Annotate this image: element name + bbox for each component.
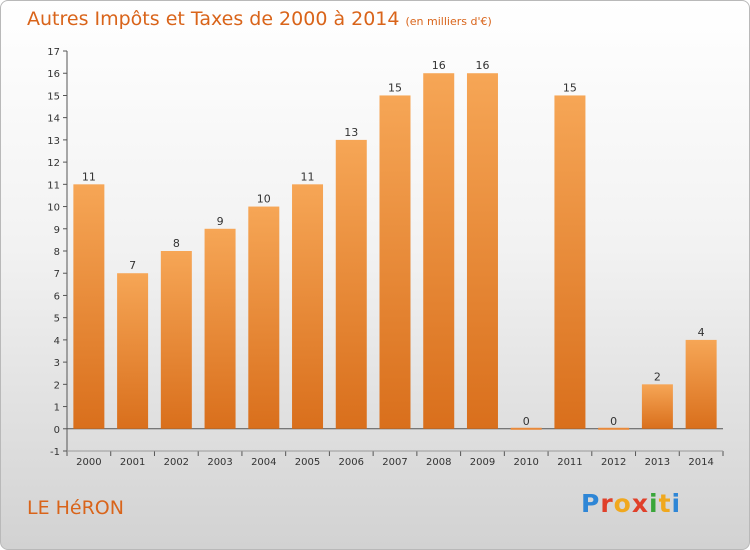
bar-value-label: 13 xyxy=(344,126,358,139)
bar-value-label: 9 xyxy=(217,215,224,228)
y-tick-label: 8 xyxy=(54,247,60,258)
y-tick-label: 11 xyxy=(47,180,60,191)
x-tick-label: 2011 xyxy=(557,457,582,468)
x-tick-label: 2001 xyxy=(120,457,145,468)
x-tick-label: 2010 xyxy=(513,457,538,468)
logo-letter: i xyxy=(671,489,682,518)
bars xyxy=(73,73,717,430)
x-tick-label: 2006 xyxy=(339,457,364,468)
bar-value-label: 8 xyxy=(173,237,180,250)
bar-2011 xyxy=(554,95,586,429)
proxiti-logo[interactable]: Proxiti xyxy=(581,489,681,518)
chart-title-row: Autres Impôts et Taxes de 2000 à 2014 (en… xyxy=(27,8,492,30)
y-tick-label: 9 xyxy=(54,225,60,236)
logo-letter: t xyxy=(658,489,672,518)
bar-value-label: 15 xyxy=(563,81,577,94)
bar-2003 xyxy=(204,228,236,429)
x-tick-label: 2014 xyxy=(688,457,713,468)
x-tick-label: 2004 xyxy=(251,457,276,468)
y-tick-label: 4 xyxy=(54,336,60,347)
y-tick-label: 12 xyxy=(47,158,60,169)
y-tick-label: 1 xyxy=(54,403,60,414)
y-tick-label: 2 xyxy=(54,380,60,391)
bar-value-label: 10 xyxy=(257,193,271,206)
logo-letter: o xyxy=(613,489,632,518)
bar-value-label: 11 xyxy=(82,170,96,183)
bar-2000 xyxy=(73,184,105,429)
x-tick-label: 2012 xyxy=(601,457,626,468)
bar-2012 xyxy=(598,427,630,430)
y-tick-label: 6 xyxy=(54,291,60,302)
logo-letter: P xyxy=(581,489,601,518)
bar-2005 xyxy=(292,184,324,429)
x-tick-label: 2000 xyxy=(76,457,101,468)
x-tick-label: 2003 xyxy=(207,457,232,468)
bar-2009 xyxy=(466,73,498,429)
x-tick-label: 2013 xyxy=(645,457,670,468)
logo-letter: x xyxy=(631,489,649,518)
chart-subtitle: (en milliers d'€) xyxy=(405,15,492,28)
y-tick-label: 7 xyxy=(54,269,60,280)
y-tick-label: 13 xyxy=(47,136,60,147)
x-tick-label: 2009 xyxy=(470,457,495,468)
bar-value-label: 16 xyxy=(475,59,489,72)
logo-letter: i xyxy=(649,489,659,518)
commune-name: LE HéRON xyxy=(27,497,124,519)
bar-2002 xyxy=(160,251,192,429)
chart-title: Autres Impôts et Taxes de 2000 à 2014 xyxy=(27,8,400,30)
bar-value-label: 16 xyxy=(432,59,446,72)
bar-2006 xyxy=(335,139,367,429)
y-tick-label: 15 xyxy=(47,91,60,102)
bar-value-label: 2 xyxy=(654,370,661,383)
bar-2010 xyxy=(510,427,542,430)
y-tick-label: 0 xyxy=(54,425,60,436)
bar-2014 xyxy=(685,339,717,429)
y-tick-label: -1 xyxy=(50,447,60,458)
data-labels: 11 7 8 9 10 11 13 15 16 16 0 15 0 2 4 xyxy=(82,59,705,428)
bar-value-label: 11 xyxy=(301,170,315,183)
x-tick-label: 2002 xyxy=(164,457,189,468)
bar-2004 xyxy=(248,206,280,429)
bar-2007 xyxy=(379,95,411,429)
y-tick-label: 17 xyxy=(47,47,60,58)
x-tick-label: 2008 xyxy=(426,457,451,468)
bar-2008 xyxy=(423,73,455,429)
y-tick-label: 5 xyxy=(54,314,60,325)
bar-2001 xyxy=(117,273,149,429)
x-tick-label: 2007 xyxy=(382,457,407,468)
bar-value-label: 0 xyxy=(523,415,530,428)
y-tick-label: 16 xyxy=(47,69,60,80)
bar-value-label: 4 xyxy=(698,326,705,339)
bar-value-label: 15 xyxy=(388,81,402,94)
y-tick-label: 14 xyxy=(47,114,60,125)
y-tick-label: 10 xyxy=(47,203,60,214)
bar-value-label: 0 xyxy=(610,415,617,428)
bar-value-label: 7 xyxy=(129,259,136,272)
x-tick-label: 2005 xyxy=(295,457,320,468)
y-tick-label: 3 xyxy=(54,358,60,369)
bar-2013 xyxy=(641,384,673,429)
logo-letter: r xyxy=(600,489,614,518)
